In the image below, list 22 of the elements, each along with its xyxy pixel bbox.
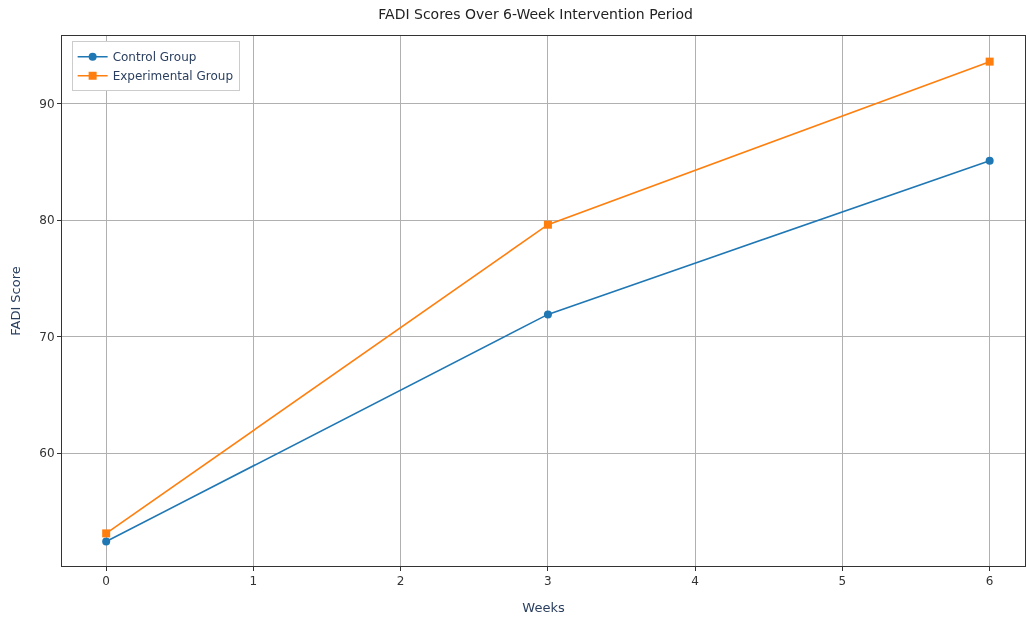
y-tick-label: 70 bbox=[39, 329, 55, 344]
legend-label: Control Group bbox=[112, 50, 197, 65]
x-tick-label: 6 bbox=[985, 574, 994, 589]
y-tick-label: 80 bbox=[39, 213, 55, 228]
chart-title: FADI Scores Over 6-Week Intervention Period bbox=[378, 6, 693, 23]
legend-label: Experimental Group bbox=[112, 69, 234, 84]
point bbox=[985, 57, 994, 66]
x-tick-label: 0 bbox=[102, 574, 110, 589]
point bbox=[102, 537, 111, 546]
point bbox=[543, 310, 552, 319]
x-tick-label: 5 bbox=[838, 574, 847, 589]
x-axis-title: Weeks bbox=[522, 600, 565, 615]
point bbox=[985, 156, 994, 165]
y-tick-label: 90 bbox=[39, 96, 55, 111]
y-axis-title: FADI Score bbox=[8, 266, 24, 336]
x-tick-label: 4 bbox=[691, 574, 699, 589]
point bbox=[543, 220, 552, 229]
y-tick-label: 60 bbox=[39, 446, 55, 461]
point bbox=[102, 529, 111, 538]
x-tick-label: 2 bbox=[396, 574, 405, 589]
x-tick-label: 1 bbox=[249, 574, 258, 589]
x-tick-label: 3 bbox=[544, 574, 552, 589]
